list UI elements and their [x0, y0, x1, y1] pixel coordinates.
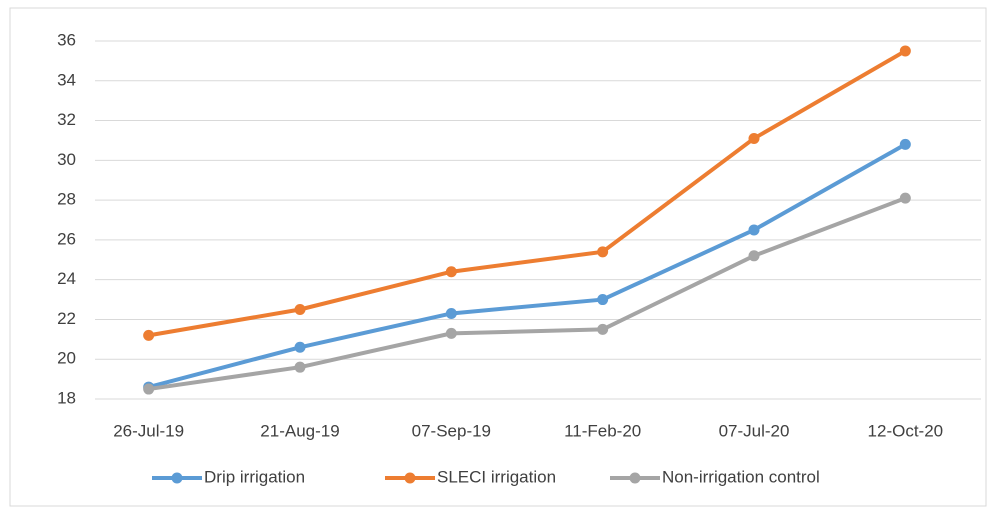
x-tick-label: 07-Jul-20	[719, 421, 790, 440]
data-point	[597, 246, 609, 258]
data-point	[899, 138, 911, 150]
data-point	[143, 383, 155, 395]
x-tick-label: 21-Aug-19	[260, 421, 339, 440]
data-point	[899, 45, 911, 57]
data-point	[445, 307, 457, 319]
legend-label: Non-irrigation control	[662, 467, 820, 486]
y-tick-label: 26	[57, 229, 76, 248]
series-line	[148, 49, 907, 338]
data-point	[748, 224, 760, 236]
y-tick-label: 18	[57, 388, 76, 407]
data-point	[143, 329, 155, 341]
data-point	[294, 341, 306, 353]
chart-border	[9, 7, 987, 507]
series-line	[148, 142, 907, 390]
x-tick-label: 26-Jul-19	[113, 421, 184, 440]
data-point	[294, 361, 306, 373]
legend-marker	[171, 472, 183, 484]
y-tick-label: 22	[57, 309, 76, 328]
y-tick-label: 34	[57, 70, 76, 89]
data-point	[748, 250, 760, 262]
x-tick-label: 07-Sep-19	[412, 421, 491, 440]
data-point	[748, 132, 760, 144]
y-tick-label: 24	[57, 269, 76, 288]
data-point	[445, 266, 457, 278]
legend-label: Drip irrigation	[204, 467, 305, 486]
y-tick-label: 20	[57, 349, 76, 368]
data-point	[445, 327, 457, 339]
y-tick-label: 28	[57, 190, 76, 209]
data-point	[597, 294, 609, 306]
y-tick-label: 36	[57, 30, 76, 49]
data-point	[899, 192, 911, 204]
y-tick-label: 30	[57, 150, 76, 169]
legend-marker	[404, 472, 416, 484]
data-point	[597, 323, 609, 335]
legend-marker	[629, 472, 641, 484]
x-tick-label: 11-Feb-20	[564, 421, 641, 440]
legend-label: SLECI irrigation	[437, 467, 556, 486]
data-point	[294, 304, 306, 315]
x-tick-label: 12-Oct-20	[868, 421, 944, 440]
series-line	[148, 196, 907, 392]
y-tick-label: 32	[57, 110, 76, 129]
